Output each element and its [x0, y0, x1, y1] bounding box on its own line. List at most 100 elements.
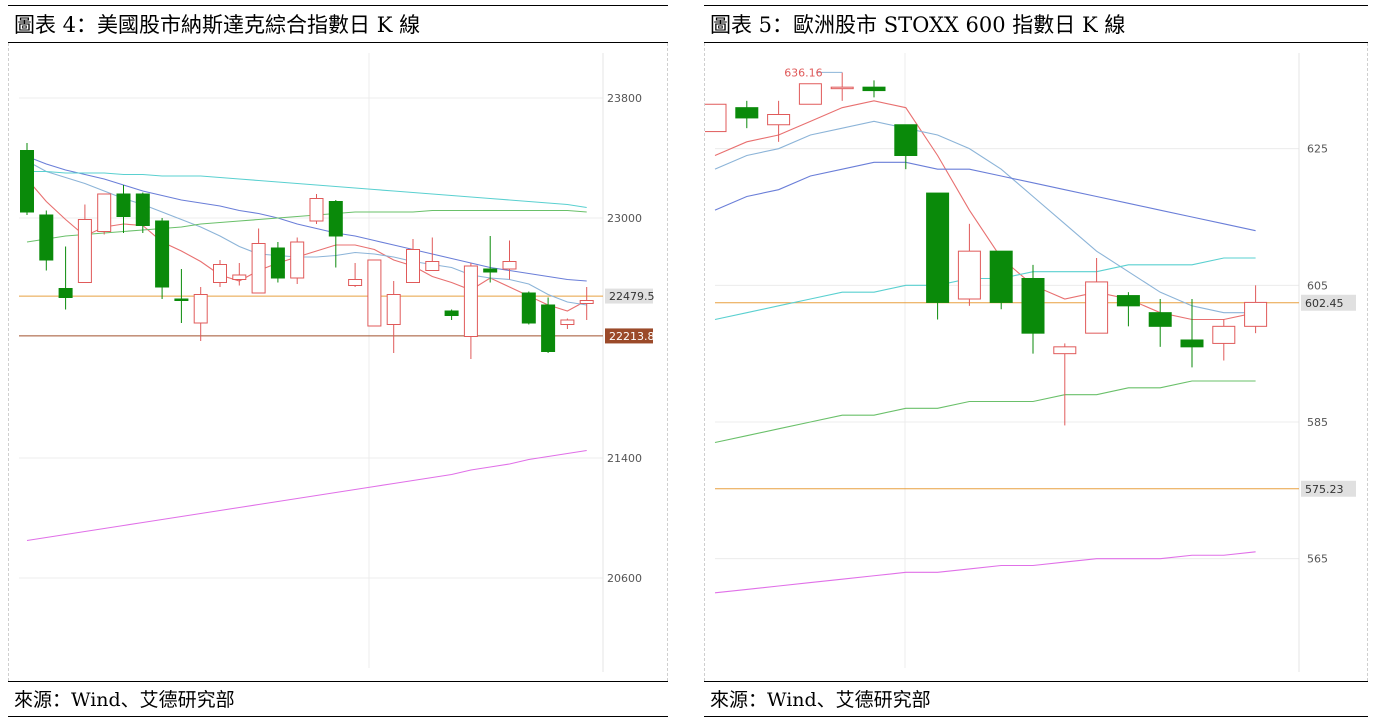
candle: [483, 236, 498, 283]
candle: [193, 287, 208, 341]
candle: [367, 259, 382, 327]
candle: [1053, 343, 1077, 426]
candle: [541, 297, 556, 353]
candle: [1148, 299, 1172, 347]
candle: [830, 72, 854, 101]
candle-body: [989, 250, 1013, 303]
candle-body: [386, 294, 401, 325]
candle: [463, 263, 478, 359]
candle-body: [521, 292, 536, 324]
candle: [406, 239, 420, 283]
candle: [502, 240, 517, 280]
price-tag-label: 575.23: [1305, 483, 1344, 496]
price-tag-label: 602.45: [1305, 297, 1344, 310]
moving-average-line: [714, 380, 1256, 444]
candle: [1085, 258, 1109, 334]
candle-body: [309, 198, 324, 222]
max-value-label: 636.16: [784, 66, 823, 79]
chart-source: 來源：Wind、艾德研究部: [8, 681, 668, 717]
chart-title: 圖表 4：美國股市納斯達克綜合指數日 K 線: [8, 5, 668, 43]
candle-body: [502, 261, 517, 270]
candle: [116, 185, 131, 233]
y-tick-label: 625: [1307, 143, 1328, 156]
candle-body: [926, 192, 950, 303]
candle: [705, 103, 727, 133]
y-tick-label: 585: [1307, 416, 1328, 429]
chart-title: 圖表 5：歐洲股市 STOXX 600 指數日 K 線: [704, 5, 1368, 43]
candle: [39, 210, 54, 271]
candlestick-chart-stoxx600: 625 605 585 565 602.45 575.23 636.16: [705, 53, 1356, 672]
moving-average-line: [27, 170, 587, 209]
candle: [251, 228, 266, 294]
candle: [798, 83, 822, 105]
candle-body: [1148, 312, 1172, 327]
candle-body: [270, 247, 285, 279]
moving-average-line: [26, 155, 587, 282]
candle-body: [798, 83, 822, 105]
candle-body: [39, 214, 54, 261]
candle-body: [862, 86, 886, 92]
candle-body: [957, 250, 981, 300]
candle: [926, 192, 950, 320]
candle-body: [541, 304, 556, 352]
candle-body: [174, 298, 189, 301]
candle-body: [213, 264, 227, 283]
candle: [77, 204, 92, 283]
price-tag-label: 22213.8: [609, 330, 655, 343]
candle-body: [463, 265, 478, 337]
candle: [579, 287, 594, 320]
candle: [735, 100, 759, 129]
candle: [386, 281, 401, 353]
moving-average-line: [714, 161, 1256, 232]
candle: [20, 143, 34, 215]
candle-body: [251, 243, 266, 294]
candle-body: [77, 219, 92, 283]
moving-average-line: [26, 209, 587, 243]
candle-body: [1021, 278, 1045, 334]
candle-body: [1053, 346, 1077, 355]
candle: [767, 100, 791, 142]
candle: [425, 237, 440, 271]
candle: [270, 242, 285, 283]
candle-body: [367, 259, 382, 327]
candle: [348, 263, 363, 287]
candle: [957, 223, 981, 306]
price-tag-box: [1301, 294, 1356, 311]
moving-average-line: [714, 257, 1256, 321]
candle: [989, 250, 1013, 310]
candle-body: [328, 201, 343, 237]
candle-body: [767, 114, 791, 126]
candle-body: [58, 288, 73, 298]
candle-body: [444, 310, 459, 316]
chart-source: 來源：Wind、艾德研究部: [704, 681, 1368, 717]
price-tag-label: 22479.5: [609, 290, 655, 303]
candle-body: [20, 150, 34, 213]
candle: [1212, 319, 1236, 361]
y-tick-label: 605: [1307, 279, 1328, 292]
candle: [560, 318, 575, 329]
candle: [1244, 285, 1268, 334]
moving-average-line: [26, 449, 587, 542]
candle-body: [155, 220, 170, 288]
candle: [174, 269, 189, 323]
chart-panel-left: 圖表 4：美國股市納斯達克綜合指數日 K 線 23800 23000 21400 20…: [8, 0, 668, 722]
moving-average-line: [714, 120, 1256, 314]
candle-body: [1116, 295, 1140, 307]
candlestick-chart-nasdaq: 23800 23000 21400 20600 22479.5 22213.8: [19, 53, 655, 672]
candle: [135, 192, 150, 233]
moving-average-line: [714, 100, 1256, 321]
candle: [213, 260, 227, 287]
candle-body: [97, 193, 112, 232]
candle-body: [135, 193, 150, 226]
candle-body: [290, 241, 305, 279]
price-tag-box: [605, 288, 653, 304]
candle-body: [1244, 301, 1268, 327]
candle: [1116, 292, 1140, 327]
moving-average-line: [26, 178, 587, 312]
y-tick-label: 20600: [607, 572, 642, 585]
candle-body: [406, 249, 420, 283]
candle: [155, 218, 170, 299]
candle-body: [348, 279, 363, 286]
candle: [309, 194, 324, 224]
candle-body: [579, 300, 594, 304]
